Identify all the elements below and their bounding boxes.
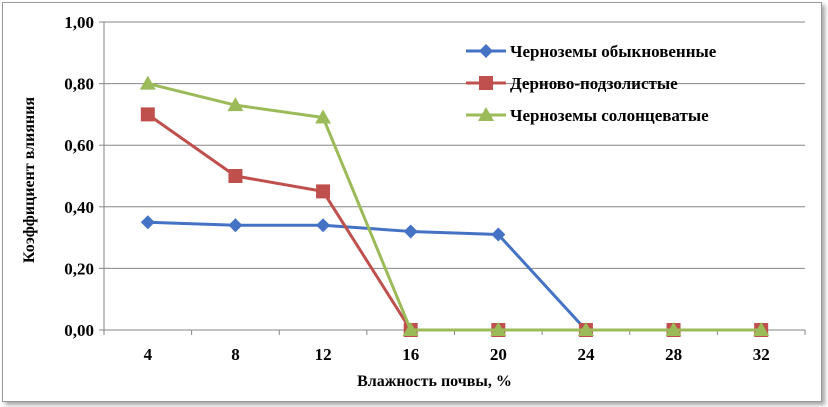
legend: Черноземы обыкновенные Дерново-подзолисты… <box>466 42 717 125</box>
data-point <box>228 169 243 183</box>
legend-label: Черноземы обыкновенные <box>510 42 717 61</box>
axes: 0,00 0,20 0,40 0,60 0,80 1,00 4 8 12 16 20 24 28 32 <box>64 13 806 364</box>
series-line <box>146 113 762 332</box>
x-tick-label: 8 <box>231 345 240 364</box>
data-point <box>140 215 155 230</box>
data-point <box>139 75 156 90</box>
y-tick-label: 0,80 <box>64 75 94 94</box>
legend-marker <box>479 44 493 58</box>
gridlines <box>104 21 805 269</box>
x-tick-label: 24 <box>577 345 595 364</box>
y-tick-label: 0,40 <box>64 198 94 217</box>
series-lines <box>139 75 770 337</box>
legend-marker <box>478 107 494 121</box>
y-axis-title: Коэффициент влияния <box>21 97 38 264</box>
y-tick-label: 0,00 <box>64 321 94 340</box>
data-point <box>227 97 244 112</box>
data-point <box>402 322 419 336</box>
legend-marker <box>479 76 493 90</box>
y-tick-label: 1,00 <box>64 13 94 32</box>
data-point <box>316 184 331 199</box>
data-point <box>577 322 594 336</box>
x-axis-title: Влажность почвы, % <box>357 373 512 390</box>
x-tick-label: 20 <box>490 345 507 364</box>
data-point <box>491 227 506 242</box>
series-1 <box>140 215 769 337</box>
x-tick-label: 4 <box>144 345 153 364</box>
data-point <box>665 322 682 336</box>
data-point <box>316 218 331 233</box>
data-point <box>753 322 770 336</box>
legend-item: Черноземы обыкновенные <box>466 42 717 61</box>
data-point <box>228 218 243 233</box>
data-point <box>315 109 332 124</box>
series-line <box>147 82 762 332</box>
x-tick-label: 32 <box>753 345 770 364</box>
x-tick-label: 16 <box>402 345 419 364</box>
data-point <box>403 224 418 239</box>
data-point <box>140 107 155 122</box>
legend-label: Черноземы солонцеватые <box>510 106 709 125</box>
legend-label: Дерново-подзолистые <box>510 74 678 93</box>
series-line <box>147 220 762 332</box>
legend-item: Дерново-подзолистые <box>466 74 678 93</box>
x-tick-label: 28 <box>665 345 682 364</box>
x-tick-label: 12 <box>315 345 332 364</box>
y-tick-label: 0,20 <box>64 259 94 278</box>
y-tick-label: 0,60 <box>64 136 94 155</box>
series-3 <box>139 75 770 336</box>
legend-item: Черноземы солонцеватые <box>466 106 709 125</box>
data-point <box>490 322 507 336</box>
